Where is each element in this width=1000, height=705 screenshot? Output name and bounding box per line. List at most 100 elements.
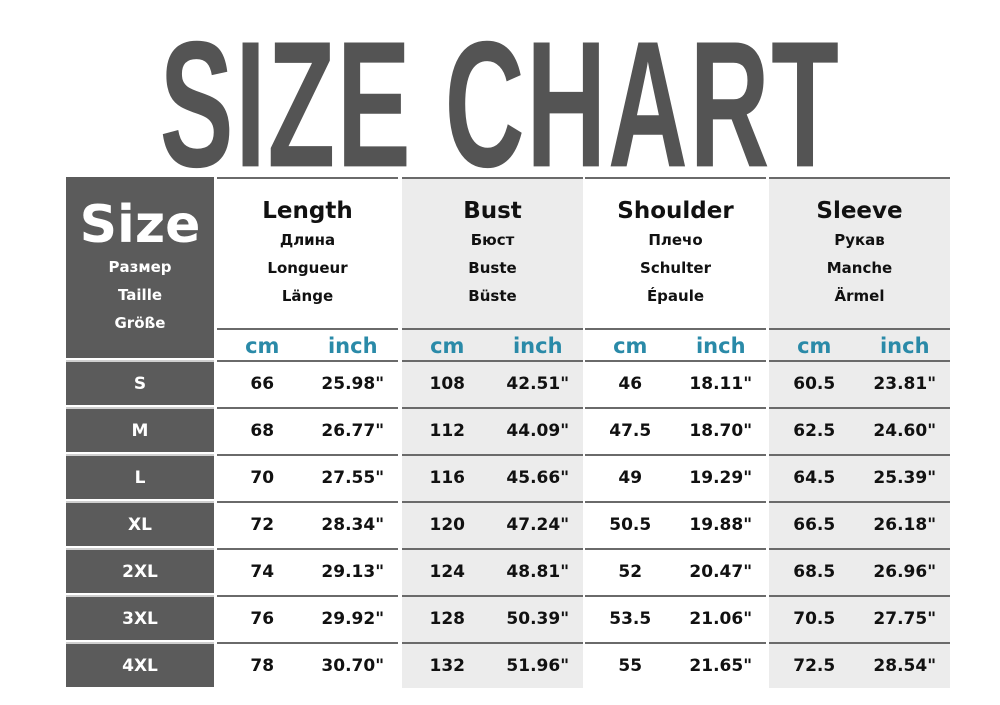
cell-inch: 19.29" bbox=[675, 454, 766, 499]
cell-cm: 49 bbox=[585, 454, 676, 499]
cell-cm: 50.5 bbox=[585, 501, 676, 546]
size-cell: 3XL bbox=[66, 595, 214, 640]
cell-cm: 53.5 bbox=[585, 595, 676, 640]
size-cell: 2XL bbox=[66, 548, 214, 593]
unit-inch: inch bbox=[675, 328, 766, 358]
cell-inch: 29.92" bbox=[307, 595, 398, 640]
cell-cm: 120 bbox=[402, 501, 493, 546]
cell-cm: 72.5 bbox=[769, 642, 860, 687]
cell-inch: 18.70" bbox=[675, 407, 766, 452]
cell-cm: 66.5 bbox=[769, 501, 860, 546]
size-cell: S bbox=[66, 360, 214, 405]
column-header: Sleeve Рукав Manche Ärmel bbox=[769, 177, 950, 326]
cell-cm: 66 bbox=[217, 360, 308, 405]
column-group-bust: Bust Бюст Buste Büste cm inch 108 42.51" 112 44… bbox=[402, 177, 583, 688]
cell-cm: 78 bbox=[217, 642, 308, 687]
unit-cm: cm bbox=[402, 328, 493, 358]
cell-cm: 124 bbox=[402, 548, 493, 593]
cell-cm: 68.5 bbox=[769, 548, 860, 593]
cell-inch: 24.60" bbox=[859, 407, 950, 452]
cell-cm: 64.5 bbox=[769, 454, 860, 499]
cell-inch: 28.34" bbox=[307, 501, 398, 546]
column-translation: Manche bbox=[826, 259, 893, 277]
unit-cm: cm bbox=[217, 328, 308, 358]
column-translation: Бюст bbox=[470, 231, 515, 249]
column-translation: Schulter bbox=[640, 259, 711, 277]
cell-inch: 21.06" bbox=[675, 595, 766, 640]
cell-cm: 70.5 bbox=[769, 595, 860, 640]
size-header-ru: Размер bbox=[108, 258, 172, 276]
column-header: Bust Бюст Buste Büste bbox=[402, 177, 583, 326]
cell-inch: 29.13" bbox=[307, 548, 398, 593]
size-cell: L bbox=[66, 454, 214, 499]
column-label: Sleeve bbox=[816, 198, 903, 224]
cell-cm: 70 bbox=[217, 454, 308, 499]
cell-cm: 68 bbox=[217, 407, 308, 452]
column-header: Length Длина Longueur Länge bbox=[217, 177, 398, 326]
column-group-shoulder: Shoulder Плечо Schulter Épaule cm inch 46 18.… bbox=[585, 177, 766, 688]
cell-inch: 27.75" bbox=[859, 595, 950, 640]
cell-cm: 55 bbox=[585, 642, 676, 687]
unit-cm: cm bbox=[769, 328, 860, 358]
cell-cm: 132 bbox=[402, 642, 493, 687]
unit-inch: inch bbox=[307, 328, 398, 358]
column-group-length: Length Длина Longueur Länge cm inch 66 25.98"… bbox=[217, 177, 398, 688]
cell-inch: 51.96" bbox=[492, 642, 583, 687]
cell-inch: 45.66" bbox=[492, 454, 583, 499]
cell-inch: 26.96" bbox=[859, 548, 950, 593]
column-label: Bust bbox=[463, 198, 522, 224]
size-header-label: Size bbox=[79, 195, 201, 255]
cell-cm: 47.5 bbox=[585, 407, 676, 452]
cell-cm: 74 bbox=[217, 548, 308, 593]
page-title: SIZE CHART bbox=[159, 3, 841, 205]
cell-inch: 18.11" bbox=[675, 360, 766, 405]
column-translation: Плечо bbox=[648, 231, 703, 249]
column-translation: Ärmel bbox=[834, 287, 885, 305]
cell-inch: 48.81" bbox=[492, 548, 583, 593]
cell-cm: 46 bbox=[585, 360, 676, 405]
column-translation: Рукав bbox=[834, 231, 885, 249]
size-header-fr: Taille bbox=[117, 286, 163, 304]
column-label: Shoulder bbox=[617, 198, 734, 224]
cell-cm: 72 bbox=[217, 501, 308, 546]
column-translation: Longueur bbox=[267, 259, 348, 277]
column-translation: Büste bbox=[468, 287, 517, 305]
column-translation: Épaule bbox=[646, 287, 705, 305]
column-label: Length bbox=[262, 198, 353, 224]
size-cell: XL bbox=[66, 501, 214, 546]
cell-inch: 42.51" bbox=[492, 360, 583, 405]
cell-inch: 27.55" bbox=[307, 454, 398, 499]
cell-cm: 52 bbox=[585, 548, 676, 593]
unit-inch: inch bbox=[859, 328, 950, 358]
unit-cm: cm bbox=[585, 328, 676, 358]
cell-inch: 50.39" bbox=[492, 595, 583, 640]
cell-inch: 26.18" bbox=[859, 501, 950, 546]
cell-cm: 76 bbox=[217, 595, 308, 640]
size-cell: 4XL bbox=[66, 642, 214, 687]
cell-inch: 26.77" bbox=[307, 407, 398, 452]
cell-inch: 30.70" bbox=[307, 642, 398, 687]
cell-cm: 60.5 bbox=[769, 360, 860, 405]
cell-inch: 25.98" bbox=[307, 360, 398, 405]
column-translation: Länge bbox=[281, 287, 334, 305]
cell-cm: 116 bbox=[402, 454, 493, 499]
column-translation: Длина bbox=[279, 231, 336, 249]
cell-inch: 47.24" bbox=[492, 501, 583, 546]
cell-cm: 112 bbox=[402, 407, 493, 452]
cell-cm: 128 bbox=[402, 595, 493, 640]
column-translation: Buste bbox=[468, 259, 517, 277]
cell-inch: 23.81" bbox=[859, 360, 950, 405]
size-table: Size Размер Taille Größe Length Длина Long… bbox=[66, 177, 953, 688]
size-header-de: Größe bbox=[114, 314, 166, 332]
cell-inch: 28.54" bbox=[859, 642, 950, 687]
cell-cm: 62.5 bbox=[769, 407, 860, 452]
size-cell: M bbox=[66, 407, 214, 452]
cell-inch: 21.65" bbox=[675, 642, 766, 687]
column-group-sleeve: Sleeve Рукав Manche Ärmel cm inch 60.5 23.81"… bbox=[769, 177, 950, 688]
size-header: Size Размер Taille Größe bbox=[66, 177, 214, 358]
cell-cm: 108 bbox=[402, 360, 493, 405]
column-header: Shoulder Плечо Schulter Épaule bbox=[585, 177, 766, 326]
cell-inch: 44.09" bbox=[492, 407, 583, 452]
cell-inch: 25.39" bbox=[859, 454, 950, 499]
cell-inch: 19.88" bbox=[675, 501, 766, 546]
